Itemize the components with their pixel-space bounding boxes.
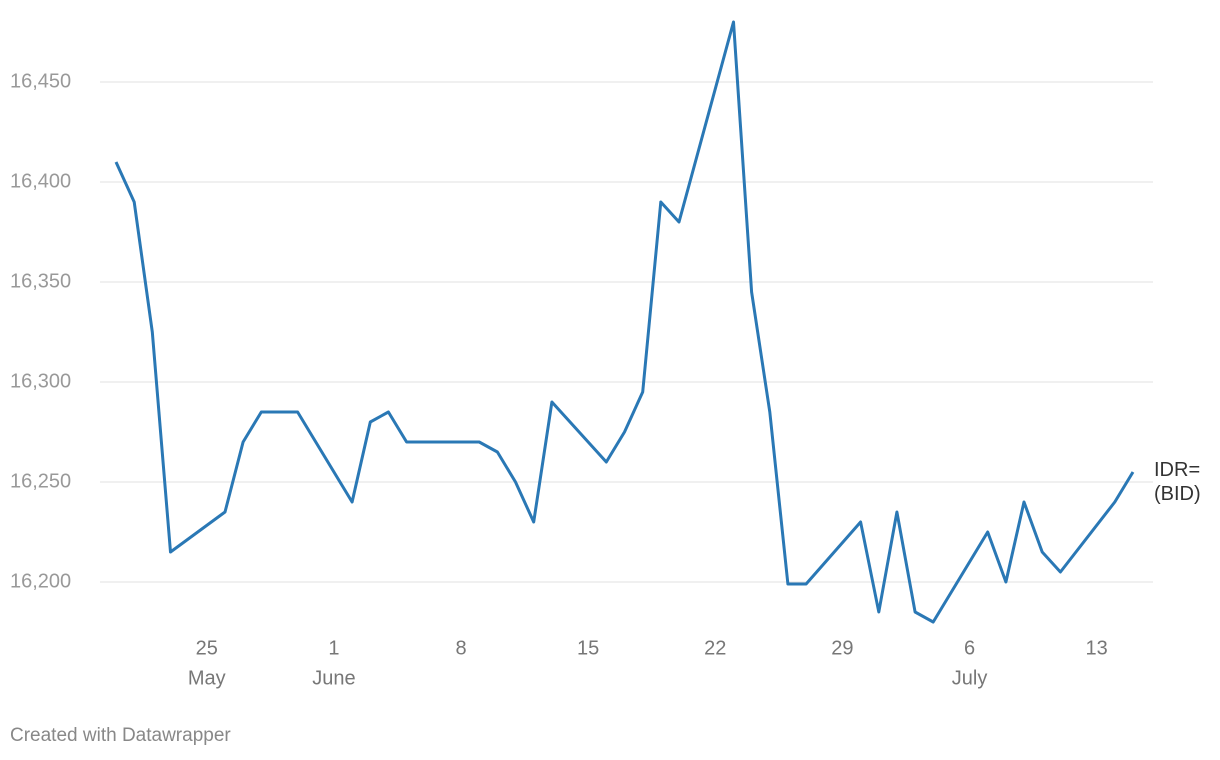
x-tick-label: 15 <box>577 637 599 659</box>
series-label: IDR= (BID) <box>1154 459 1201 505</box>
footer: Created with Datawrapper <box>10 725 231 746</box>
x-tick-label: 6 <box>964 637 975 659</box>
y-tick-label: 16,300 <box>10 370 71 392</box>
y-tick-label: 16,350 <box>10 270 71 292</box>
line <box>114 20 1135 624</box>
x-tick-label: 29 <box>831 637 853 659</box>
y-tick-label: 16,450 <box>10 70 71 92</box>
x-month-label: May <box>188 667 226 689</box>
x-tick-label: 1 <box>328 637 339 659</box>
x-tick-label: 8 <box>455 637 466 659</box>
x-month-label: July <box>952 667 988 689</box>
x-tick-label: 25 <box>196 637 218 659</box>
y-tick-label: 16,200 <box>10 570 71 592</box>
x-month-label: June <box>312 667 355 689</box>
y-tick-label: 16,250 <box>10 470 71 492</box>
x-tick-label: 22 <box>704 637 726 659</box>
y-tick-label: 16,400 <box>10 170 71 192</box>
x-tick-label: 13 <box>1086 637 1108 659</box>
